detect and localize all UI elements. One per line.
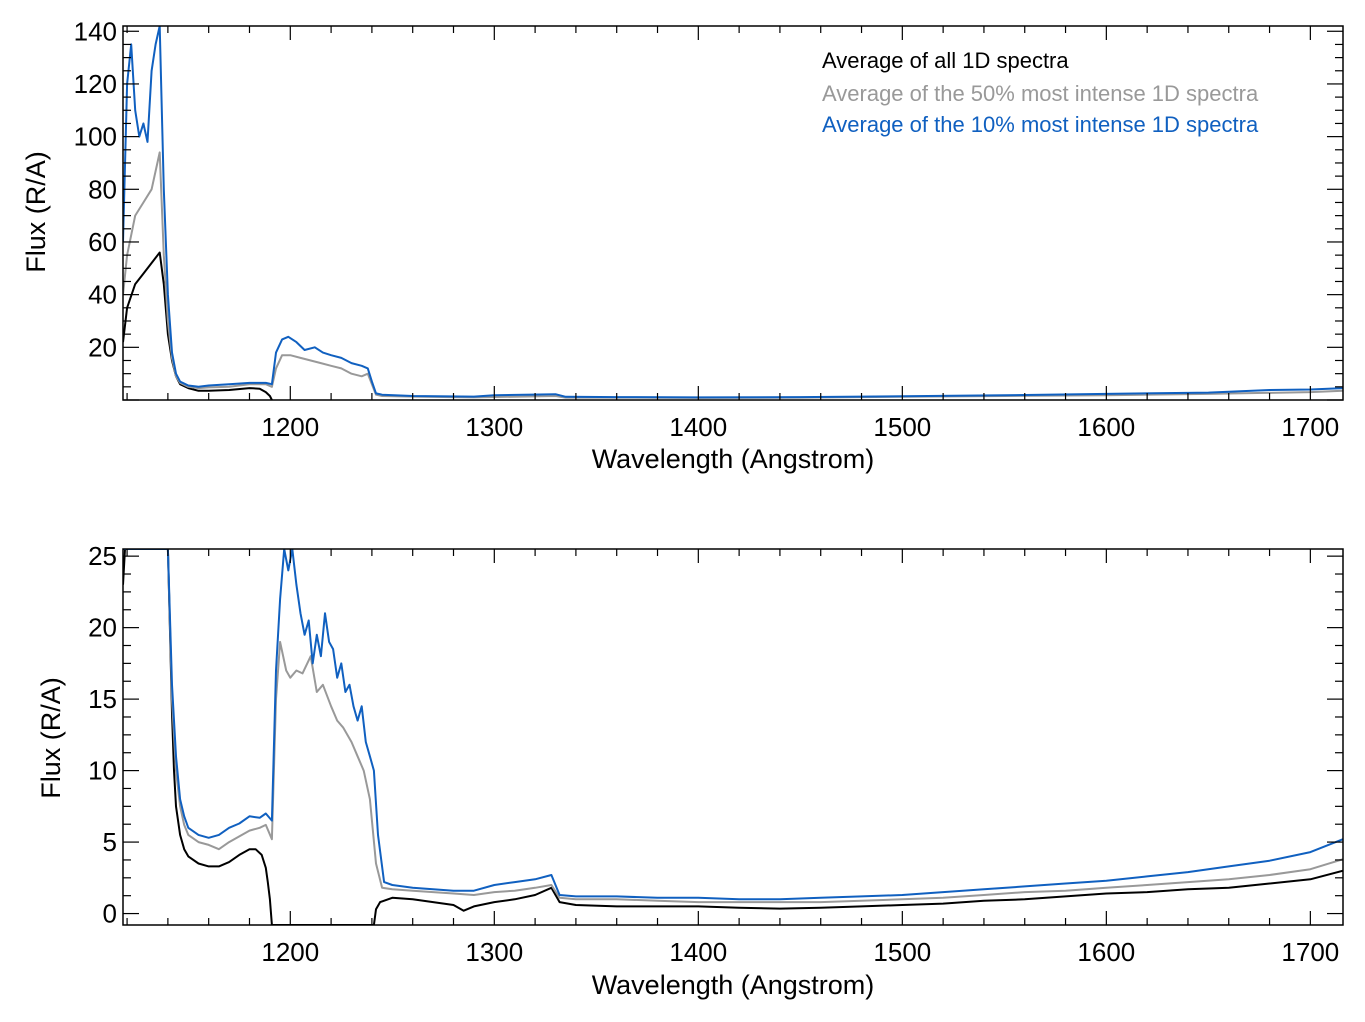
top-y-axis-title: Flux (R/A): [21, 151, 51, 273]
top-x-tick-label: 1600: [1077, 412, 1135, 442]
bottom-series-line-3: [123, 549, 1343, 901]
top-series-line-1: [123, 251, 273, 400]
top-x-tick-label: 1300: [465, 412, 523, 442]
top-y-tick-label: 140: [74, 16, 117, 46]
bottom-y-tick-label: 10: [88, 756, 117, 786]
top-y-tick-label: 20: [88, 332, 117, 362]
bottom-y-tick-label: 25: [88, 541, 117, 571]
legend-entry-50pct: Average of the 50% most intense 1D spect…: [822, 81, 1259, 106]
top-x-tick-label: 1400: [669, 412, 727, 442]
bottom-y-tick-label: 5: [103, 827, 117, 857]
bottom-x-tick-label: 1400: [669, 937, 727, 967]
top-y-tick-label: 80: [88, 174, 117, 204]
bottom-panel: 1200 1300 1400 1500 1600 1700 0 5 10 15 20 25 Wavel…: [36, 541, 1344, 1000]
top-panel: 1200 1300 1400 1500 1600 1700 20 40 60 80 100 120 14…: [21, 16, 1344, 474]
top-plot-frame: [122, 25, 1344, 401]
bottom-series-line-2: [123, 549, 1343, 904]
top-x-tick-label: 1200: [261, 412, 319, 442]
bottom-y-tick-label: 15: [88, 684, 117, 714]
top-x-tick-label: 1700: [1281, 412, 1339, 442]
top-y-tick-label: 120: [74, 69, 117, 99]
top-x-tick-label: 1500: [873, 412, 931, 442]
top-y-tick-label: 40: [88, 280, 117, 310]
legend: Average of all 1D spectra Average of the…: [822, 48, 1259, 137]
bottom-series-lines: [123, 549, 1343, 925]
top-x-axis-title: Wavelength (Angstrom): [592, 444, 875, 474]
bottom-x-axis-title: Wavelength (Angstrom): [592, 970, 875, 1000]
bottom-y-tick-label: 0: [103, 899, 117, 929]
bottom-series-line-1: [123, 549, 1343, 925]
bottom-axes: 1200 1300 1400 1500 1600 1700 0 5 10 15 20 25: [88, 541, 1344, 967]
top-y-tick-label: 60: [88, 227, 117, 257]
legend-entry-10pct: Average of the 10% most intense 1D spect…: [822, 112, 1259, 137]
bottom-y-axis-title: Flux (R/A): [36, 677, 66, 799]
bottom-y-tick-label: 20: [88, 613, 117, 643]
bottom-x-tick-label: 1200: [261, 937, 319, 967]
top-series-line-2: [123, 151, 1343, 399]
bottom-x-tick-label: 1600: [1077, 937, 1135, 967]
legend-entry-all: Average of all 1D spectra: [822, 48, 1069, 73]
bottom-x-tick-label: 1700: [1281, 937, 1339, 967]
bottom-x-tick-label: 1300: [465, 937, 523, 967]
bottom-plot-frame: [122, 548, 1344, 926]
top-axes: 1200 1300 1400 1500 1600 1700 20 40 60 80 100 120 14…: [74, 16, 1344, 442]
top-y-tick-label: 100: [74, 122, 117, 152]
bottom-x-tick-label: 1500: [873, 937, 931, 967]
